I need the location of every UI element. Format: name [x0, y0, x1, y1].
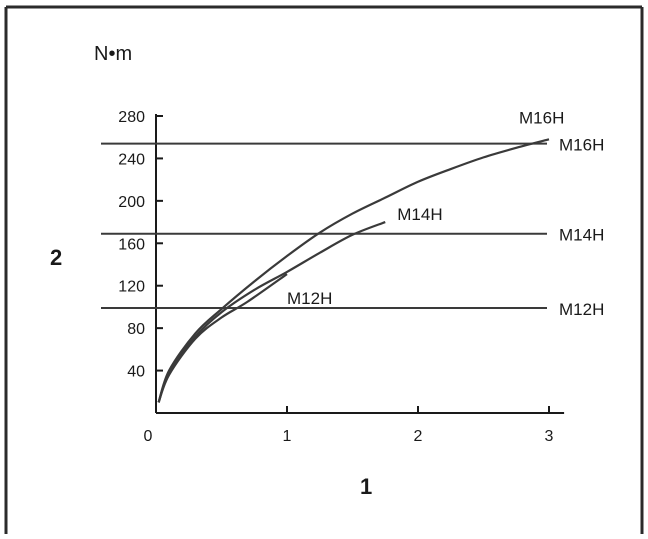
- x-tick-label: 0: [144, 428, 153, 445]
- reference-lines: M16H M14H M12H: [101, 136, 604, 319]
- series-label: M14H: [397, 205, 442, 224]
- y-tick-label: 40: [127, 364, 145, 381]
- y-tick-label: 280: [118, 109, 145, 126]
- reference-line-label: M16H: [559, 136, 604, 155]
- reference-line-label: M12H: [559, 300, 604, 319]
- series-curve: [157, 138, 550, 403]
- x-tick-label: 1: [283, 428, 292, 445]
- y-tick-label: 200: [118, 194, 145, 211]
- y-tick-label: 240: [118, 151, 145, 168]
- x-tick-label: 2: [414, 428, 423, 445]
- series-label: M16H: [519, 108, 564, 127]
- reference-line-label: M14H: [559, 226, 604, 245]
- series-curve: [157, 273, 288, 403]
- series-curves: M16H M14H M12H: [157, 108, 564, 403]
- y-axis-label: 2: [50, 245, 62, 270]
- axes: 40 80 120 160 200 240 280 0 1 2 3: [118, 109, 565, 445]
- y-tick-label: 160: [118, 236, 145, 253]
- x-tick-label: 3: [545, 428, 554, 445]
- series-curve: [157, 221, 386, 403]
- x-axis-label: 1: [360, 474, 372, 499]
- y-tick-label: 80: [127, 321, 145, 338]
- y-unit-label: N•m: [94, 43, 132, 65]
- y-tick-label: 120: [118, 279, 145, 296]
- series-label: M12H: [287, 289, 332, 308]
